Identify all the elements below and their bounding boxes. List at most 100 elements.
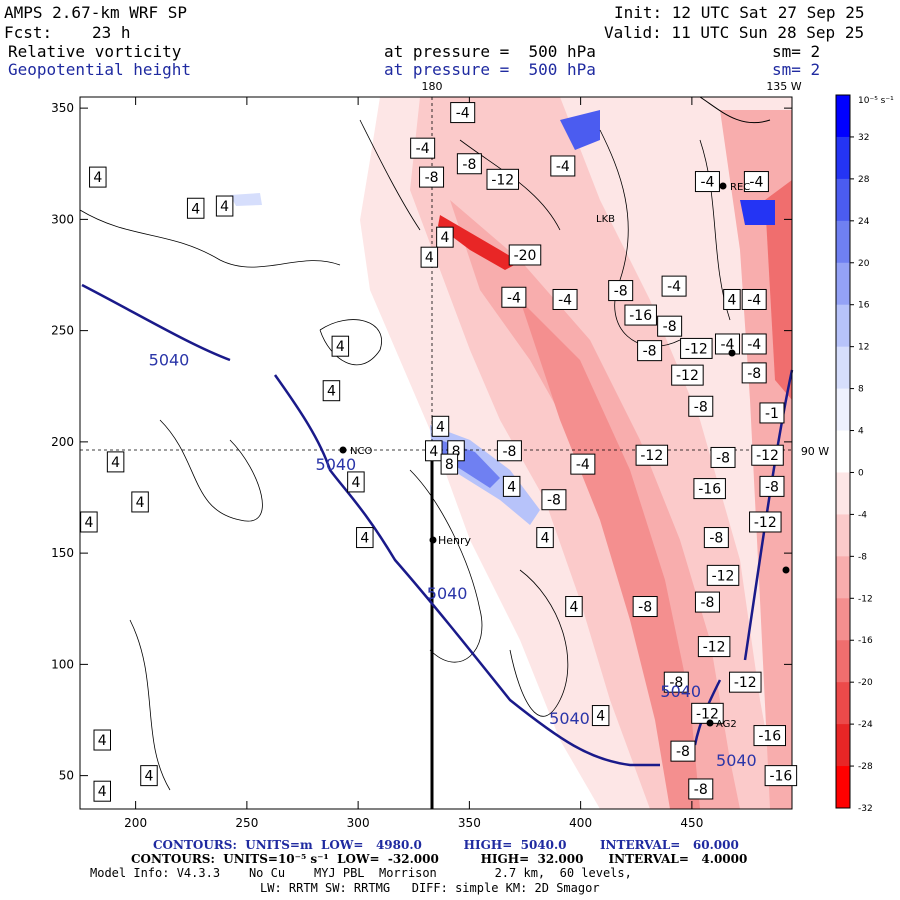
vorticity-label: -12	[680, 337, 713, 359]
vorticity-label: -8	[688, 395, 714, 417]
vorticity-label: 4	[431, 415, 450, 437]
valid-time: Valid: 11 UTC Sun 28 Sep 25	[604, 23, 865, 42]
height-contour-label: 5040	[549, 709, 590, 728]
colorbar-tick-label: 4	[858, 427, 864, 437]
vorticity-label: -16	[753, 725, 786, 747]
vorticity-label-box	[410, 137, 436, 159]
vorticity-label-box	[706, 564, 740, 586]
vorticity-label-text: 4	[93, 170, 102, 186]
vorticity-label-text: -4	[720, 337, 734, 353]
vorticity-label: -12	[486, 168, 519, 190]
vorticity-label: -4	[450, 102, 476, 124]
vorticity-label: 4	[347, 471, 365, 493]
x-axis: 200 250 300 350 400 450	[124, 97, 703, 830]
vorticity-label-text: 4	[220, 199, 229, 215]
vorticity-label: -8	[541, 489, 567, 511]
vorticity-region-very-strong-negative	[520, 300, 700, 809]
vorticity-label-text: -16	[698, 482, 721, 498]
vorticity-label: -12	[706, 564, 740, 586]
colorbar-swatch	[836, 514, 850, 557]
vorticity-label-text: -8	[547, 493, 561, 509]
station-label-ag2: AG2	[716, 719, 737, 730]
vorticity-label-box	[501, 286, 527, 308]
vorticity-label-box	[710, 446, 736, 468]
vorticity-label-text: -8	[614, 284, 628, 300]
vorticity-contour	[159, 419, 263, 522]
vorticity-label-box	[663, 671, 689, 693]
vorticity-label-box	[670, 740, 696, 762]
vorticity-label-text: 4	[440, 230, 449, 246]
vorticity-label-text: -4	[749, 175, 763, 191]
vorticity-label-box	[140, 765, 158, 787]
vorticity-label: -12	[635, 444, 669, 466]
colorbar-tick-label: -20	[858, 678, 873, 688]
vorticity-label: -8	[419, 166, 445, 188]
vorticity-label-box	[637, 340, 663, 362]
y-axis: 50 100 150 200 250 300 350	[51, 101, 792, 783]
vorticity-region-positive-small	[230, 193, 262, 206]
colorbar-swatch	[836, 346, 850, 390]
vorticity-label-box	[550, 155, 576, 177]
colorbar-tick-label: 12	[858, 343, 869, 353]
vorticity-label-box	[456, 153, 482, 175]
vorticity-label-text: -8	[502, 444, 516, 460]
vorticity-label: 4	[80, 511, 98, 533]
vorticity-label-box	[657, 315, 683, 337]
vorticity-label-text: 4	[425, 250, 434, 266]
init-time: Init: 12 UTC Sat 27 Sep 25	[614, 3, 865, 22]
vorticity-label: -8	[741, 362, 767, 384]
vorticity-label-box	[632, 596, 658, 618]
plot-frame	[79, 96, 793, 810]
vorticity-label: 4	[131, 491, 149, 513]
vorticity-label: -4	[741, 333, 767, 355]
vorticity-label-box	[436, 226, 454, 248]
colorbar-tick-label: 24	[858, 217, 870, 227]
y-tick-label: 350	[51, 101, 74, 115]
lon-label-90w: 90 W	[801, 445, 829, 458]
vorticity-label: -4	[694, 171, 720, 193]
vorticity-label: -20	[508, 244, 542, 266]
vorticity-label: 4	[425, 440, 443, 462]
vorticity-label-box	[751, 444, 784, 466]
vorticity-label-text: -20	[514, 248, 537, 264]
vorticity-label-box	[749, 511, 782, 533]
vorticity-region-right-band-core	[765, 180, 792, 400]
vorticity-label-text: -8	[425, 170, 439, 186]
field-height: Geopotential height	[8, 60, 192, 79]
vorticity-label: -4	[501, 286, 527, 308]
colorbar-tick-label: 8	[858, 385, 864, 395]
vorticity-label-box	[759, 475, 785, 497]
vorticity-label-text: -4	[416, 141, 430, 157]
x-tick-label: 250	[235, 816, 258, 830]
vorticity-label: -8	[703, 527, 729, 549]
vorticity-label-text: -8	[694, 782, 708, 798]
vorticity-label: -8	[496, 440, 522, 462]
vorticity-label: -8	[688, 778, 714, 800]
station-ag2: AG2	[706, 719, 737, 730]
vorticity-label: 4	[140, 765, 158, 787]
x-tick-label: 300	[347, 816, 370, 830]
coastline	[699, 97, 771, 124]
model-title: AMPS 2.67-km WRF SP	[4, 3, 188, 22]
vorticity-label-text: 4	[360, 531, 369, 547]
vorticity-contour	[509, 569, 569, 717]
colorbar: 32 28 24 20 16 12 8 4 0 -4 -8 -12 -16 -20 -24 -28 -32	[835, 94, 873, 814]
colorbar-tick-label: -16	[858, 636, 873, 646]
vorticity-label-box	[570, 453, 596, 475]
vorticity-label-text: -12	[754, 515, 777, 531]
vorticity-label: -8	[608, 280, 634, 302]
height-contour-5040-west	[81, 283, 660, 767]
vorticity-label-box	[624, 304, 657, 326]
station-label-nco: NCO	[350, 446, 372, 457]
vorticity-label-box	[741, 288, 767, 310]
lon-label-180: 180	[422, 80, 443, 93]
vorticity-label-box	[694, 171, 720, 193]
vorticity-label-box	[131, 491, 149, 513]
vorticity-label-box	[419, 166, 445, 188]
vorticity-label-text: -8	[669, 675, 683, 691]
vorticity-label-box	[541, 489, 567, 511]
vorticity-label-box	[688, 395, 714, 417]
field-vorticity-smoothing: sm= 2	[772, 42, 821, 61]
y-tick-label: 100	[51, 657, 74, 671]
vorticity-label: -8	[663, 671, 689, 693]
